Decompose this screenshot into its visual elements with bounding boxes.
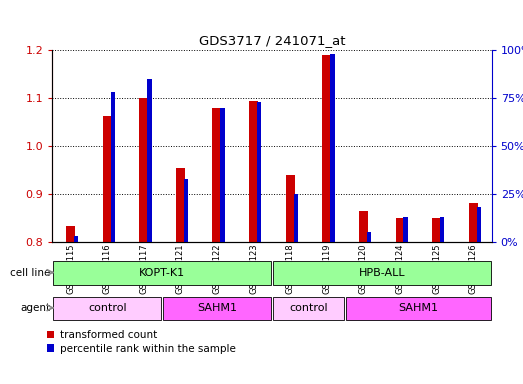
Bar [163, 296, 271, 320]
Bar [53, 296, 162, 320]
Bar [367, 232, 371, 242]
Bar [346, 296, 491, 320]
Text: SAHM1: SAHM1 [197, 303, 237, 313]
Bar [395, 218, 405, 384]
Bar [103, 116, 112, 384]
Bar [293, 194, 298, 242]
Text: control: control [88, 303, 127, 313]
Bar [147, 79, 152, 242]
Bar [286, 175, 295, 384]
Bar [432, 218, 441, 384]
Bar [212, 108, 222, 384]
Text: control: control [289, 303, 328, 313]
Bar [53, 261, 271, 285]
Text: SAHM1: SAHM1 [399, 303, 438, 313]
Bar [403, 217, 408, 242]
Bar [184, 179, 188, 242]
Legend: transformed count, percentile rank within the sample: transformed count, percentile rank withi… [47, 331, 235, 354]
Bar [257, 102, 262, 242]
Text: KOPT-K1: KOPT-K1 [139, 268, 185, 278]
Bar [272, 296, 345, 320]
Bar [476, 207, 481, 242]
Bar [469, 203, 478, 384]
Bar [272, 261, 491, 285]
Bar [220, 108, 225, 242]
Bar [74, 236, 78, 242]
Text: agent: agent [20, 303, 50, 313]
Bar [359, 211, 368, 384]
Text: HPB-ALL: HPB-ALL [358, 268, 405, 278]
Bar [440, 217, 445, 242]
Bar [176, 169, 185, 384]
Bar [110, 92, 115, 242]
Bar [330, 54, 335, 242]
Text: cell line: cell line [10, 268, 50, 278]
Title: GDS3717 / 241071_at: GDS3717 / 241071_at [199, 34, 345, 47]
Bar [322, 55, 332, 384]
Bar [249, 101, 258, 384]
Bar [66, 226, 75, 384]
Bar [139, 98, 149, 384]
